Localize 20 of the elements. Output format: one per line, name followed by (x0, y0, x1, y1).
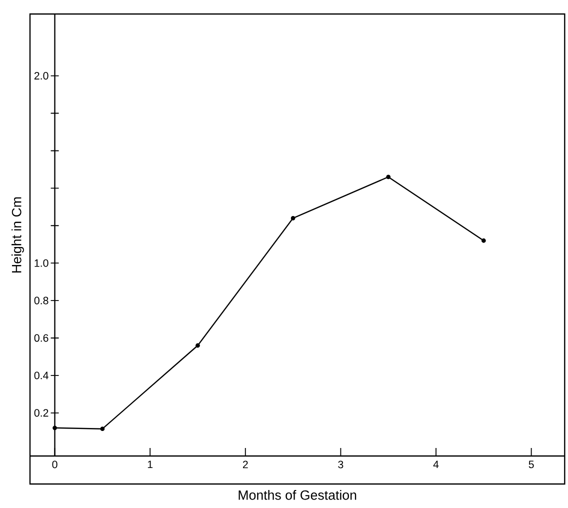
y-tick-label: 2.0 (34, 72, 48, 80)
point (481, 238, 486, 243)
y-tick-label: 0.2 (34, 409, 48, 417)
y-tick-label: 0.4 (34, 372, 48, 380)
y-axis-title: Height in Cm (12, 197, 24, 272)
point (386, 174, 391, 180)
x-tick-label: 5 (528, 460, 534, 468)
point (100, 426, 105, 432)
y-tick-label: 0.8 (34, 296, 48, 304)
y-tick-label: 0.6 (34, 334, 48, 342)
x-axis-title: Months of Gestation (238, 490, 356, 500)
point (196, 343, 200, 348)
x-tick-label: 2 (242, 460, 248, 468)
x-tick-label: 4 (433, 460, 439, 468)
x-tick-label: 0 (52, 460, 58, 468)
x-tick-label: 3 (338, 460, 344, 468)
y-tick-label: 1.0 (34, 259, 48, 267)
point (290, 216, 296, 220)
x-tick-label: 1 (148, 460, 153, 468)
point (52, 426, 57, 430)
